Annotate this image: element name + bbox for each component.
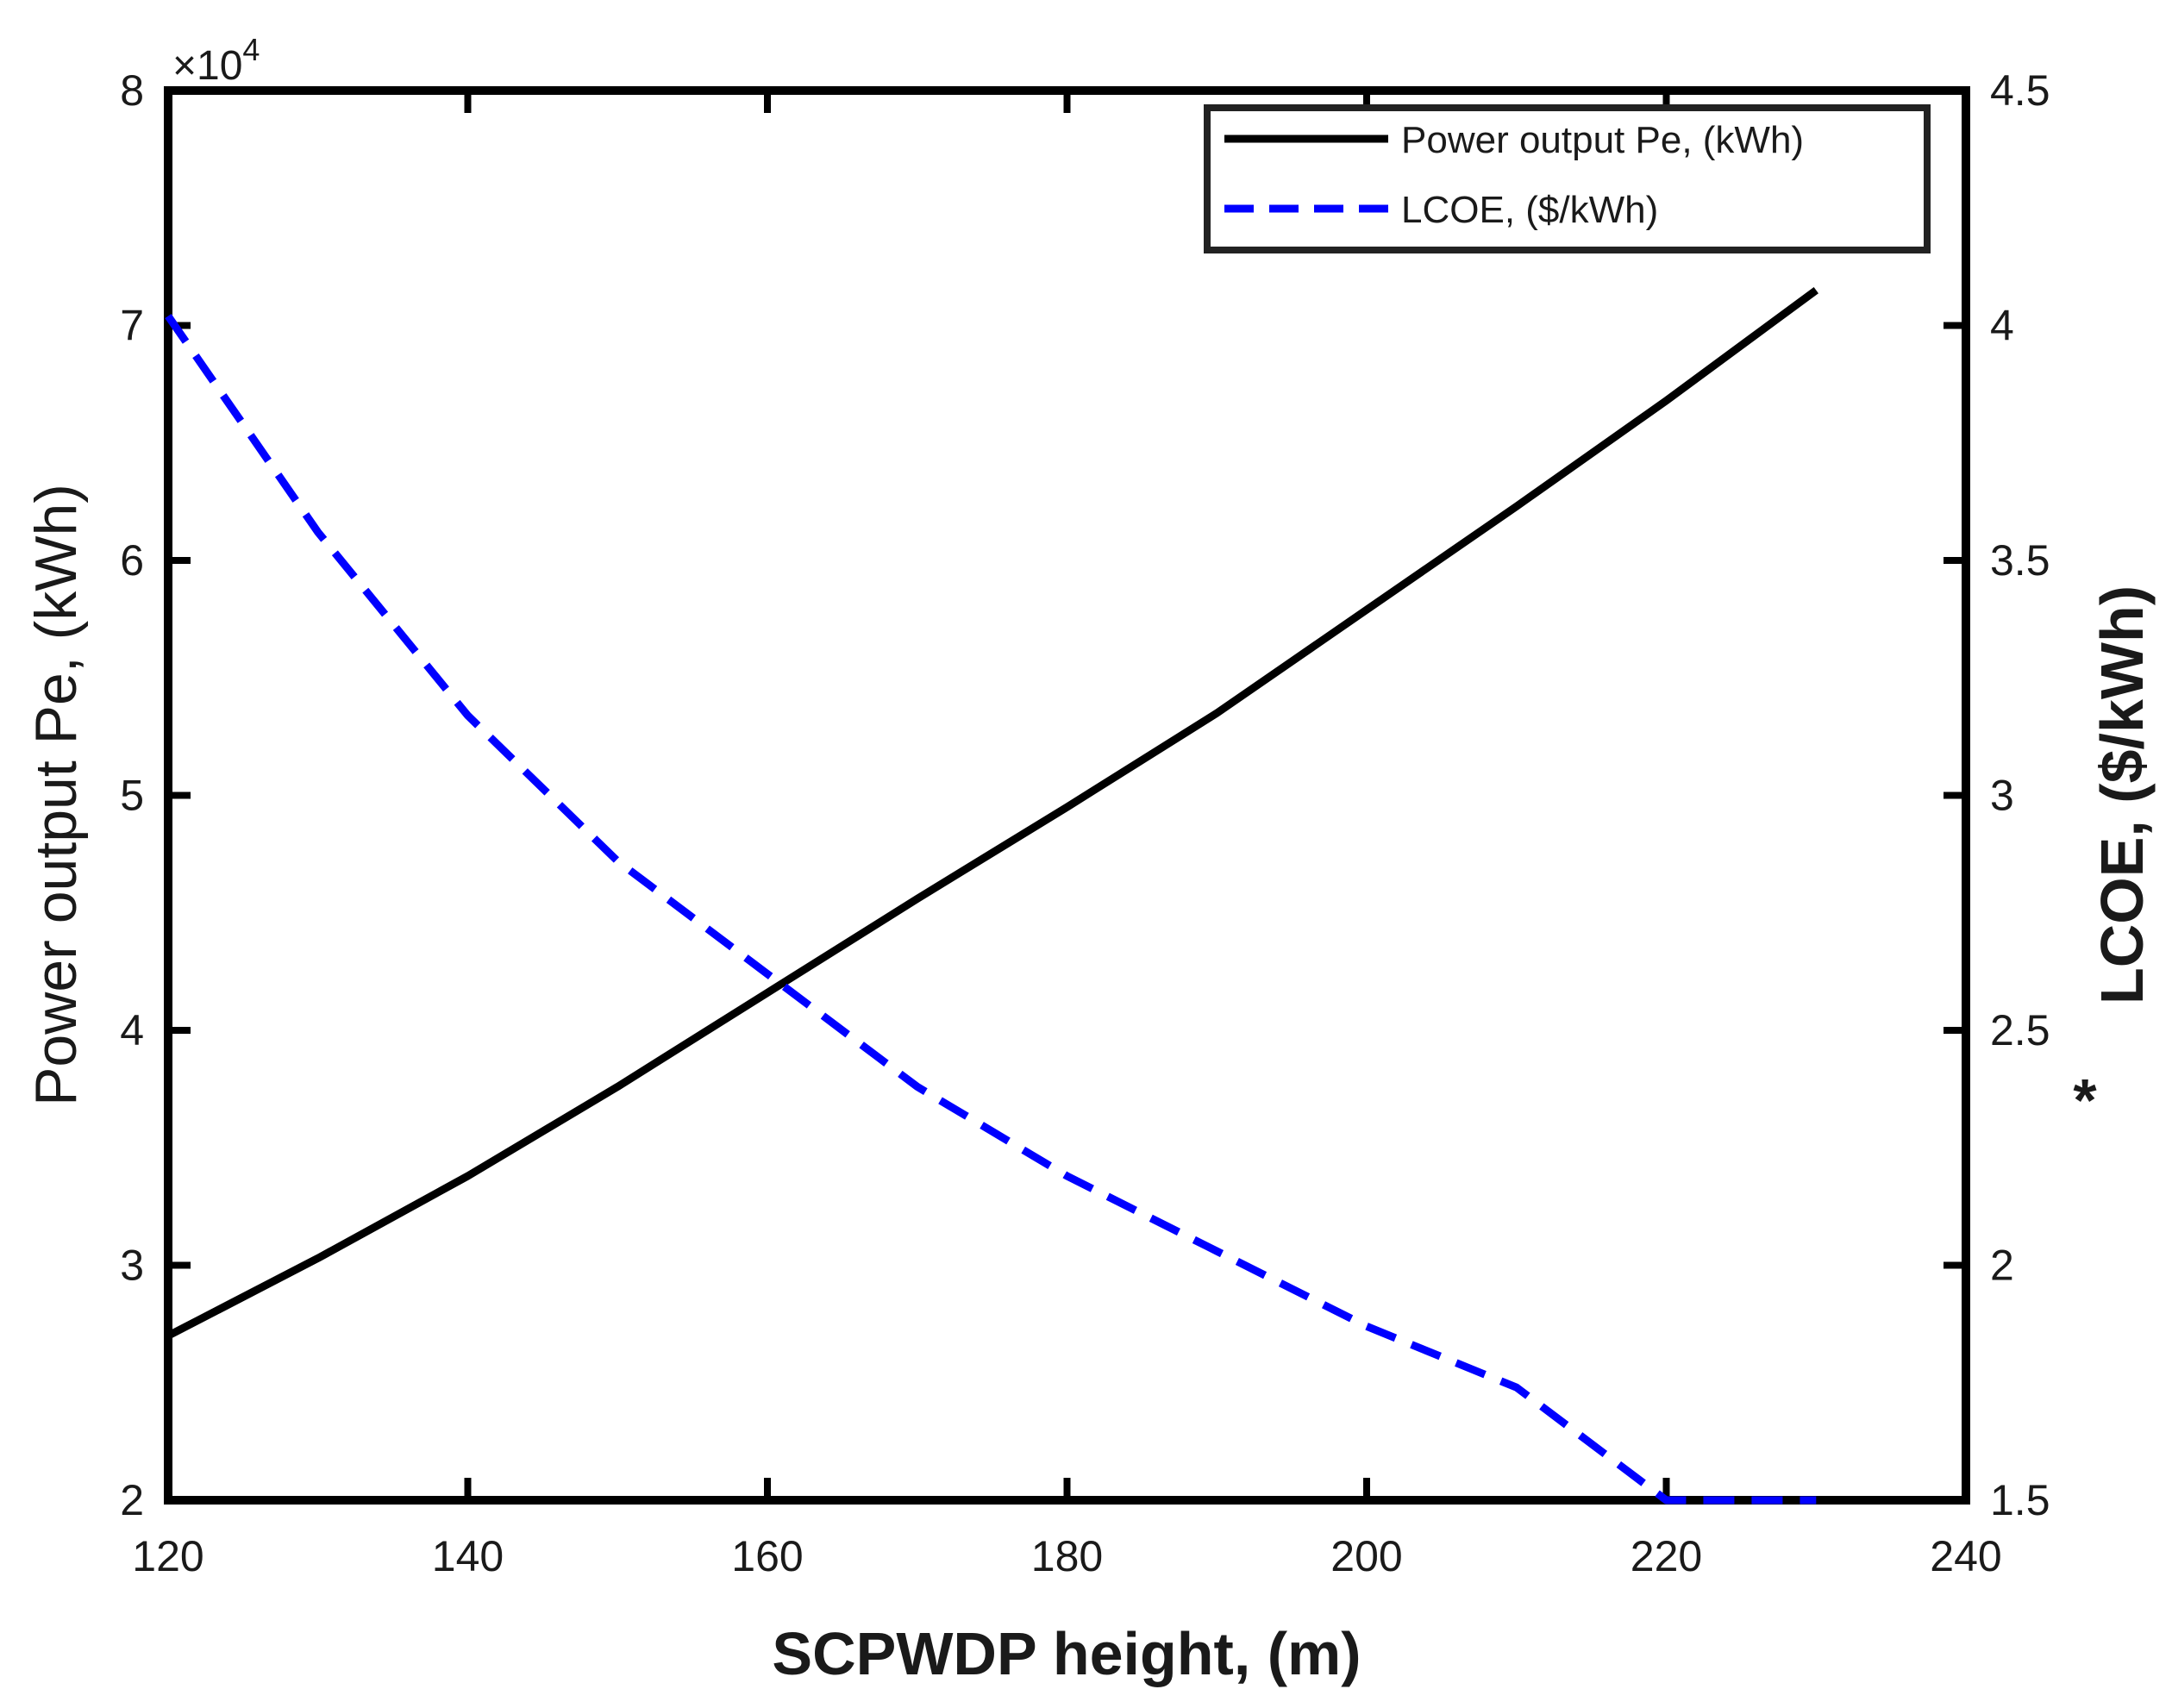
left-y-tick-label-6: 6 (120, 536, 144, 585)
right-y-tick-label-3: 3 (1990, 772, 2014, 820)
x-axis-ticks: 120 140 160 180 200 220 240 (132, 91, 2002, 1580)
x-tick-label-120: 120 (132, 1532, 203, 1580)
plot-frame (164, 86, 1970, 1505)
x-tick-label-220: 220 (1631, 1532, 1702, 1580)
legend-box (1204, 104, 1931, 253)
x-tick-label-160: 160 (731, 1532, 803, 1580)
left-y-tick-label-3: 3 (120, 1242, 144, 1290)
right-y-axis-marker: * (2073, 1067, 2097, 1134)
left-y-tick-label-2: 2 (120, 1476, 144, 1524)
exponent-power: 4 (242, 32, 260, 67)
x-axis-title: SCPWDP height, (m) (772, 1620, 1361, 1687)
right-y-tick-label-2.5: 2.5 (1990, 1006, 2050, 1054)
power-output-series-line (166, 286, 1818, 1340)
right-y-tick-label-4: 4 (1990, 302, 2014, 350)
legend-label-power: Power output Pe, (kWh) (1401, 119, 1804, 161)
left-y-tick-label-8: 8 (120, 66, 144, 115)
exponent-base: ×10 (172, 43, 242, 89)
right-y-tick-label-2: 2 (1990, 1242, 2014, 1290)
right-y-tick-label-3.5: 3.5 (1990, 536, 2050, 585)
x-tick-label-140: 140 (432, 1532, 504, 1580)
series-layer (165, 286, 1818, 1505)
legend-label-lcoe: LCOE, ($/kWh) (1401, 189, 1658, 231)
left-y-tick-label-5: 5 (120, 772, 144, 820)
legend: Power output Pe, (kWh) LCOE, ($/kWh) (1204, 104, 1931, 253)
left-y-tick-label-7: 7 (120, 302, 144, 350)
left-axis-exponent: ×104 (172, 32, 260, 89)
x-tick-label-200: 200 (1330, 1532, 1402, 1580)
right-y-tick-label-4.5: 4.5 (1990, 66, 2050, 115)
left-y-axis-title: Power output Pe, (kWh) (23, 484, 89, 1106)
left-y-axis-ticks: 2 3 4 5 6 7 8 (120, 66, 191, 1524)
left-y-tick-label-4: 4 (120, 1006, 144, 1054)
x-tick-label-180: 180 (1031, 1532, 1103, 1580)
lcoe-series-line (165, 314, 1817, 1505)
right-y-tick-label-1.5: 1.5 (1990, 1476, 2050, 1524)
right-y-axis-ticks: 1.5 2 2.5 3 3.5 4 4.5 (1944, 66, 2050, 1524)
x-tick-label-240: 240 (1930, 1532, 2001, 1580)
right-y-axis-title: LCOE, ($/kWh) (2088, 585, 2156, 1004)
